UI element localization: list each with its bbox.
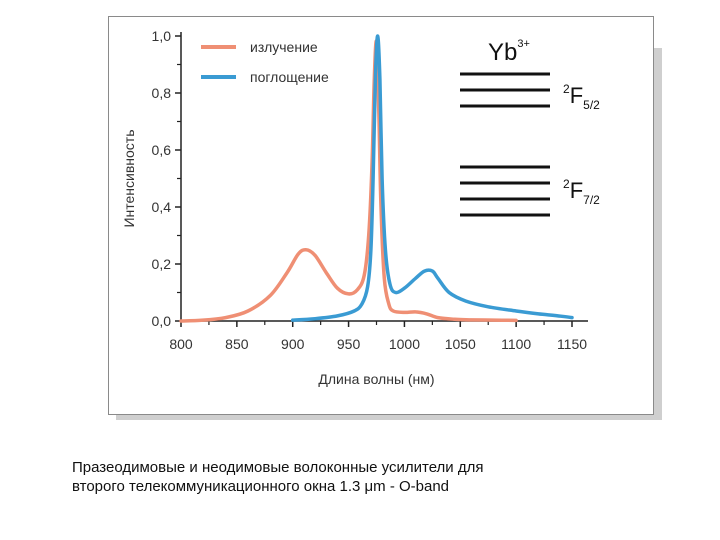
level-upper-superscript: 2 — [563, 82, 570, 96]
x-tick-label: 1000 — [389, 336, 420, 352]
caption-line-1: Празеодимовые и неодимовые волоконные ус… — [72, 459, 484, 476]
axes: 0,0 0,2 0,4 0,6 0,8 1,0 800 850 900 950 1000 1050 11… — [121, 28, 588, 387]
level-lower-label: 2F7/2 — [563, 177, 600, 207]
spectrum-chart: 0,0 0,2 0,4 0,6 0,8 1,0 800 850 900 950 1000 1050 11… — [121, 28, 600, 387]
level-upper-label: 2F5/2 — [563, 82, 600, 112]
level-upper-symbol: F — [570, 83, 583, 108]
y-tick-label: 1,0 — [152, 28, 172, 44]
level-lower: 2F7/2 — [460, 165, 600, 217]
x-tick-label: 800 — [169, 336, 193, 352]
x-axis-label: Длина волны (нм) — [318, 371, 434, 387]
x-tick-label: 950 — [337, 336, 361, 352]
y-axis-label: Интенсивность — [121, 129, 137, 227]
absorption-series-line — [290, 34, 574, 322]
level-lower-symbol: F — [570, 178, 583, 203]
figure-caption: Празеодимовые и неодимовые волоконные ус… — [72, 458, 692, 496]
legend-emission-label: излучение — [250, 39, 318, 55]
x-tick-label: 900 — [281, 336, 305, 352]
emission-series-line — [179, 39, 518, 323]
x-tick-label: 850 — [225, 336, 249, 352]
y-tick-label: 0,6 — [152, 142, 172, 158]
y-tick-label: 0,8 — [152, 85, 172, 101]
series-layer — [179, 34, 574, 323]
y-tick-label: 0,4 — [152, 199, 172, 215]
ion-symbol: Yb — [488, 39, 517, 66]
level-upper-subscript: 5/2 — [583, 98, 600, 112]
x-tick-label: 1150 — [557, 336, 587, 352]
x-tick-label: 1100 — [501, 336, 531, 352]
ion-charge: 3+ — [517, 38, 530, 50]
y-tick-label: 0,0 — [152, 313, 172, 329]
legend: излучение поглощение — [201, 39, 329, 85]
caption-line-2: второго телекоммуникационного окна 1.3 μ… — [72, 478, 450, 495]
level-upper: 2F5/2 — [460, 72, 600, 112]
level-lower-subscript: 7/2 — [583, 193, 600, 207]
level-lower-superscript: 2 — [563, 177, 570, 191]
energy-level-diagram: Yb3+ 2F5/2 2F7/2 — [460, 38, 600, 217]
y-tick-label: 0,2 — [152, 256, 172, 272]
ion-label: Yb3+ — [488, 38, 530, 66]
x-tick-label: 1050 — [445, 336, 476, 352]
legend-absorption-label: поглощение — [250, 69, 329, 85]
